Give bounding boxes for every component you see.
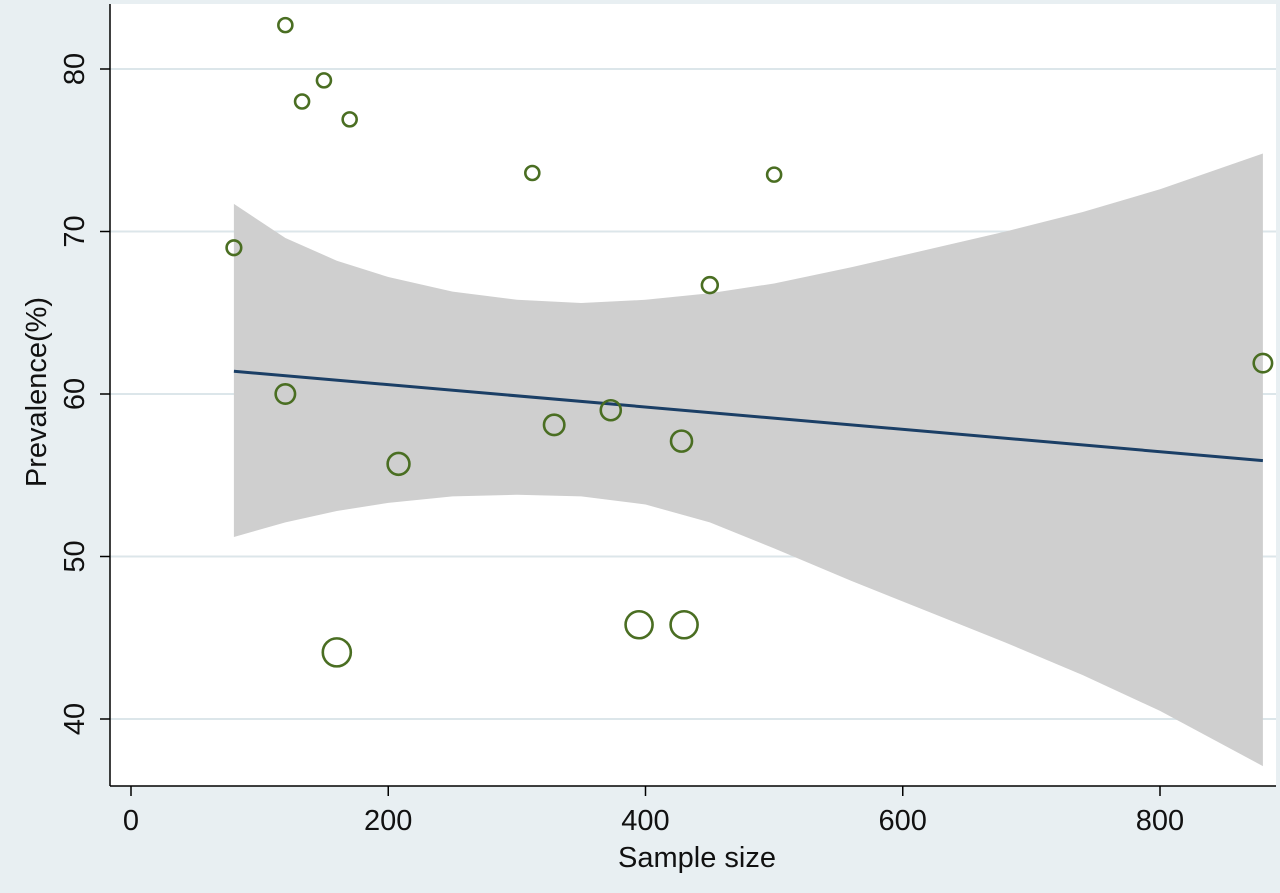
- x-tick-label-600: 600: [879, 805, 927, 837]
- data-point-1: [277, 16, 294, 34]
- y-tick-label-60: 60: [59, 378, 91, 410]
- data-point-5: [524, 164, 541, 182]
- fit-line: [233, 369, 1264, 463]
- confidence-band: [233, 153, 1263, 767]
- data-point-12: [542, 413, 566, 437]
- x-tick-label-200: 200: [364, 805, 412, 837]
- data-point-13: [669, 429, 694, 453]
- data-point-6: [765, 166, 783, 183]
- data-point-10: [274, 382, 297, 405]
- data-point-8: [700, 275, 720, 295]
- data-points: [225, 16, 1274, 668]
- x-axis-title: Sample size: [618, 842, 776, 874]
- y-tick-label-50: 50: [59, 540, 91, 572]
- data-point-7: [225, 239, 243, 257]
- x-tick-label-800: 800: [1136, 805, 1184, 837]
- data-point-9: [1252, 352, 1274, 374]
- x-axis-ticks: 0 200 400 600 800: [123, 786, 1184, 837]
- y-tick-label-40: 40: [59, 703, 91, 735]
- data-point-3: [293, 93, 311, 110]
- data-point-16: [669, 609, 699, 640]
- data-point-2: [315, 72, 333, 89]
- x-tick-label-400: 400: [621, 805, 669, 837]
- fit-line-layer: [233, 369, 1264, 463]
- data-point-15: [624, 609, 654, 640]
- confidence-band-layer: [233, 153, 1263, 767]
- data-point-14: [386, 451, 411, 477]
- y-tick-label-80: 80: [59, 53, 91, 85]
- axes: [109, 4, 1276, 787]
- x-tick-label-0: 0: [123, 805, 139, 837]
- y-axis-title: Prevalence(%): [21, 297, 53, 487]
- data-point-4: [341, 111, 358, 128]
- data-point-11: [599, 398, 623, 422]
- y-tick-label-70: 70: [59, 215, 91, 247]
- data-point-17: [321, 637, 353, 668]
- y-axis-ticks: 40 50 60 70 80: [59, 53, 110, 735]
